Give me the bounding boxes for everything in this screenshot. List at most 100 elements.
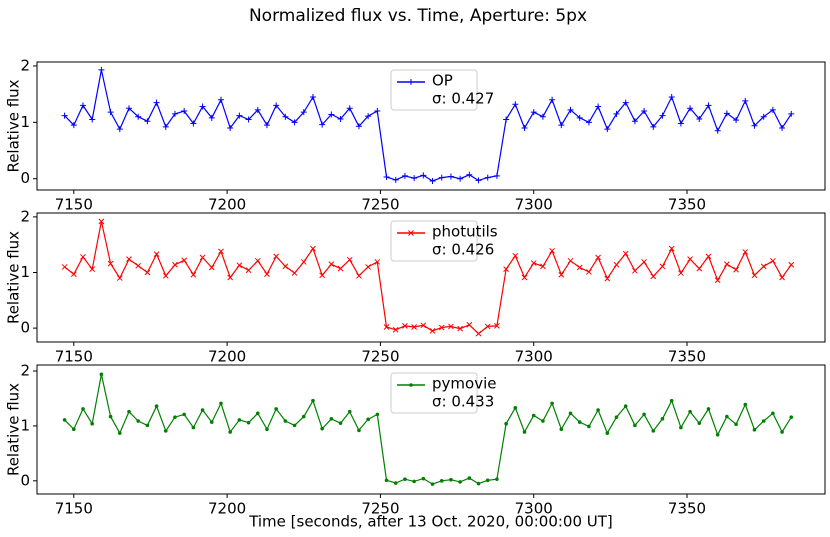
marker [447,173,454,180]
marker [79,102,86,109]
marker [567,106,574,113]
x-tick-label: 7200 [208,196,246,214]
marker [191,425,196,430]
marker [236,112,243,119]
marker [613,110,620,117]
marker [633,423,637,428]
marker [264,271,270,278]
marker [642,412,646,417]
marker [751,122,758,129]
series-line [64,69,792,182]
marker [420,172,427,179]
marker [568,411,573,416]
marker [752,427,757,432]
marker [457,325,463,332]
marker [355,123,362,130]
marker [788,110,795,117]
marker [383,174,390,181]
marker [117,431,122,435]
marker [374,108,381,115]
marker [650,273,657,280]
marker [457,175,464,182]
marker [254,106,261,113]
x-tick-label: 7150 [55,348,93,366]
marker [311,398,315,403]
marker [108,414,113,419]
marker [218,248,224,255]
marker [411,324,417,330]
marker [291,119,298,126]
marker [751,272,758,279]
marker [596,408,600,412]
marker [706,407,711,411]
marker [81,407,85,411]
marker [116,275,123,281]
marker [320,426,324,431]
marker [650,123,657,130]
marker [153,251,160,258]
marker [660,416,665,421]
marker [631,118,638,125]
marker [587,424,591,429]
marker [393,481,398,485]
marker [604,275,611,282]
marker [356,272,362,279]
marker [495,477,499,481]
marker [760,113,767,120]
marker [503,266,509,273]
marker [99,372,104,377]
marker [171,110,178,117]
marker [475,177,482,184]
marker [62,418,67,422]
marker [292,423,297,428]
marker [319,121,326,128]
legend-sigma: σ: 0.426 [432,241,494,259]
figure-title: Normalized flux vs. Time, Aperture: 5px [249,6,587,26]
marker [605,431,610,435]
marker [190,120,197,127]
marker [319,272,326,279]
marker [466,171,473,178]
marker [401,172,408,179]
marker [679,425,683,430]
marker [697,421,702,425]
marker [98,218,105,225]
marker [438,324,445,331]
marker [208,264,215,271]
marker [705,102,712,109]
marker [412,479,416,484]
marker [217,96,224,103]
marker [558,271,565,278]
marker [705,253,712,260]
marker [246,420,251,425]
marker [163,429,168,433]
marker [80,254,86,260]
marker [329,416,334,421]
x-tick-label: 7300 [515,348,553,366]
marker [696,115,703,122]
marker [613,261,620,268]
x-tick-label: 7300 [515,196,553,214]
marker [245,267,252,274]
marker [576,264,583,271]
marker [734,422,738,427]
marker [484,323,491,330]
marker [420,322,427,329]
x-axis-label: Time [seconds, after 13 Oct. 2020, 00:00… [248,513,613,531]
marker [209,420,214,424]
marker [466,321,473,328]
marker [392,176,399,183]
marker [282,113,289,120]
marker [522,430,527,434]
marker [595,103,602,110]
marker [549,247,555,254]
marker [182,412,186,417]
marker [337,265,344,272]
marker [300,109,307,116]
marker [632,267,638,274]
x-tick-label: 7250 [361,500,399,518]
y-axis-label: Relative flux [5,79,23,172]
marker [136,419,140,423]
marker [531,413,536,418]
marker [144,118,151,125]
